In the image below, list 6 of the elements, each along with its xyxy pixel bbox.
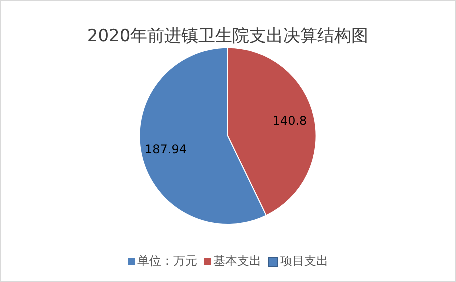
data-label: 140.8	[272, 114, 308, 128]
legend-title: 单位：万元	[138, 253, 198, 270]
data-label: 187.94	[145, 142, 188, 157]
chart-title: 2020年前进镇卫生院支出决算结构图	[87, 26, 369, 47]
legend-label: 基本支出	[214, 253, 262, 270]
legend-label: 项目支出	[280, 253, 328, 270]
